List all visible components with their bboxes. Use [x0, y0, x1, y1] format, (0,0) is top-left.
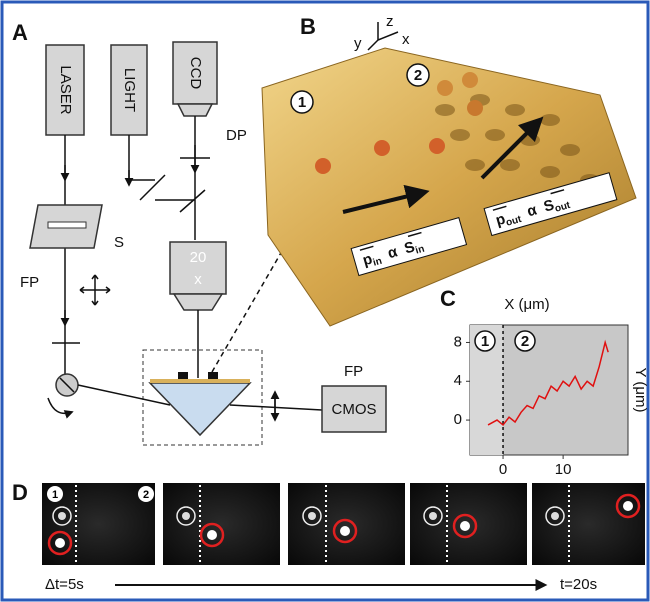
fp-label: FP [20, 274, 39, 291]
cmos-label: CMOS [332, 401, 377, 418]
laser-label: LASER [57, 65, 74, 114]
dp-label: DP [226, 127, 247, 144]
particle-red [55, 538, 65, 548]
fp-label: FP [344, 363, 363, 380]
figure: A LASER LIGHT CCD DP S FP 20 x [0, 0, 650, 602]
panel-letter: B [300, 14, 316, 39]
translation-arrows [180, 145, 210, 172]
structure [208, 372, 218, 379]
slit [48, 222, 86, 228]
light-label: LIGHT [121, 68, 138, 112]
panel-c: C X (μm) Y (μm) 0 4 8 0 10 1 2 [440, 286, 649, 478]
objective-tip [174, 294, 222, 310]
gold-film [150, 379, 250, 383]
ccd-label: CCD [187, 57, 204, 90]
panel-letter: C [440, 286, 456, 311]
particle-red [623, 501, 633, 511]
particle-white [551, 512, 559, 520]
panel-letter: A [12, 20, 28, 45]
particle-white [182, 512, 190, 520]
particle-white [429, 512, 437, 520]
region-label: 2 [521, 333, 529, 350]
axes-icon [368, 22, 398, 50]
objective-x: x [194, 271, 202, 288]
axis-x: x [402, 31, 410, 48]
rotation-arrow [48, 398, 72, 413]
particle-red [460, 521, 470, 531]
region-label: 2 [414, 67, 422, 84]
structure [178, 372, 188, 379]
time-start: Δt=5s [45, 576, 84, 593]
region-label: 1 [481, 333, 489, 350]
region-label: 1 [298, 94, 306, 111]
y-tick-label: 0 [454, 411, 462, 428]
axis-y: y [354, 35, 362, 52]
particle-white [308, 512, 316, 520]
x-axis-label: X (μm) [504, 296, 549, 313]
x-tick-label: 10 [555, 461, 572, 478]
panel-letter: D [12, 480, 28, 505]
s-label: S [114, 234, 124, 251]
region-label: 1 [52, 489, 58, 501]
objective-mag: 20 [190, 249, 207, 266]
particle-white [58, 512, 66, 520]
prism [150, 383, 250, 435]
particle-red [207, 530, 217, 540]
y-tick-label: 8 [454, 333, 462, 350]
ccd-lens [178, 104, 212, 116]
y-tick-label: 4 [454, 372, 462, 389]
microscopy-frame [288, 483, 405, 565]
region-label: 2 [143, 489, 149, 501]
y-axis-label: Y (μm) [632, 367, 649, 412]
time-end: t=20s [560, 576, 597, 593]
particle-red [340, 526, 350, 536]
x-tick-label: 0 [499, 461, 507, 478]
panel-d: D Δt=5s t=20s 1 2 [12, 480, 645, 593]
translation-arrows [80, 275, 110, 305]
axis-z: z [386, 13, 394, 30]
